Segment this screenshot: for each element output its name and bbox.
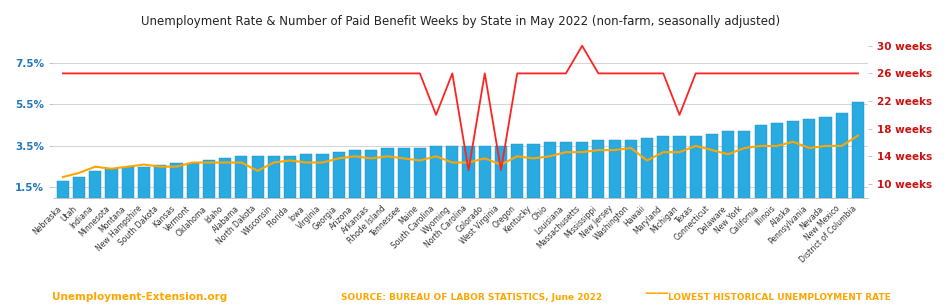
- Bar: [576, 142, 588, 198]
- Bar: [625, 140, 637, 198]
- Bar: [89, 171, 101, 198]
- Bar: [366, 150, 377, 198]
- Bar: [105, 169, 117, 198]
- Bar: [203, 161, 215, 198]
- Bar: [462, 146, 474, 198]
- Text: ——: ——: [644, 287, 669, 300]
- Bar: [170, 162, 183, 198]
- Bar: [657, 136, 670, 198]
- Bar: [787, 121, 799, 198]
- Bar: [219, 158, 231, 198]
- Bar: [57, 181, 69, 198]
- Bar: [495, 146, 507, 198]
- Text: LOWEST HISTORICAL UNEMPLOYMENT RATE: LOWEST HISTORICAL UNEMPLOYMENT RATE: [668, 293, 890, 302]
- Bar: [689, 136, 702, 198]
- Bar: [609, 140, 620, 198]
- Bar: [527, 144, 540, 198]
- Text: Unemployment-Extension.org: Unemployment-Extension.org: [52, 292, 227, 302]
- Bar: [235, 156, 247, 198]
- Bar: [348, 150, 361, 198]
- Bar: [382, 148, 394, 198]
- Bar: [706, 134, 718, 198]
- Bar: [478, 146, 491, 198]
- Bar: [544, 142, 556, 198]
- Bar: [560, 142, 572, 198]
- Bar: [300, 154, 313, 198]
- Bar: [852, 103, 864, 198]
- Bar: [414, 148, 426, 198]
- Bar: [122, 167, 134, 198]
- Bar: [252, 156, 263, 198]
- Bar: [803, 119, 815, 198]
- Bar: [332, 152, 345, 198]
- Bar: [641, 138, 653, 198]
- Bar: [73, 177, 85, 198]
- Bar: [739, 131, 750, 198]
- Bar: [430, 146, 442, 198]
- Bar: [446, 146, 458, 198]
- Bar: [316, 154, 329, 198]
- Bar: [138, 167, 151, 198]
- Bar: [673, 136, 686, 198]
- Bar: [511, 144, 524, 198]
- Bar: [835, 113, 848, 198]
- Bar: [398, 148, 410, 198]
- Bar: [592, 140, 604, 198]
- Text: SOURCE: BUREAU OF LABOR STATISTICS, June 2022: SOURCE: BUREAU OF LABOR STATISTICS, June…: [341, 293, 602, 302]
- Bar: [154, 165, 167, 198]
- Bar: [755, 125, 767, 198]
- Bar: [819, 117, 831, 198]
- Bar: [284, 156, 296, 198]
- Bar: [187, 162, 199, 198]
- Title: Unemployment Rate & Number of Paid Benefit Weeks by State in May 2022 (non-farm,: Unemployment Rate & Number of Paid Benef…: [141, 15, 780, 28]
- Bar: [268, 156, 280, 198]
- Bar: [771, 123, 783, 198]
- Bar: [723, 131, 734, 198]
